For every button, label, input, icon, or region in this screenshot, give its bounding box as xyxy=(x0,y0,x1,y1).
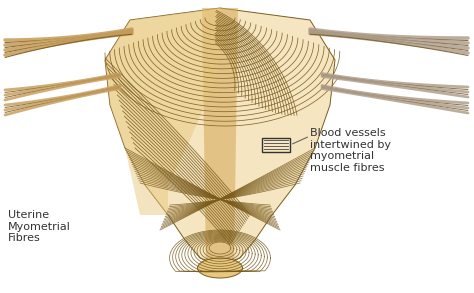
Polygon shape xyxy=(202,8,238,265)
Ellipse shape xyxy=(198,258,243,278)
Polygon shape xyxy=(105,8,225,215)
Polygon shape xyxy=(105,8,335,265)
Bar xyxy=(262,138,290,152)
Text: Uterine
Myometrial
Fibres: Uterine Myometrial Fibres xyxy=(8,210,71,243)
Text: Blood vessels
intertwined by
myometrial
muscle fibres: Blood vessels intertwined by myometrial … xyxy=(310,128,391,173)
